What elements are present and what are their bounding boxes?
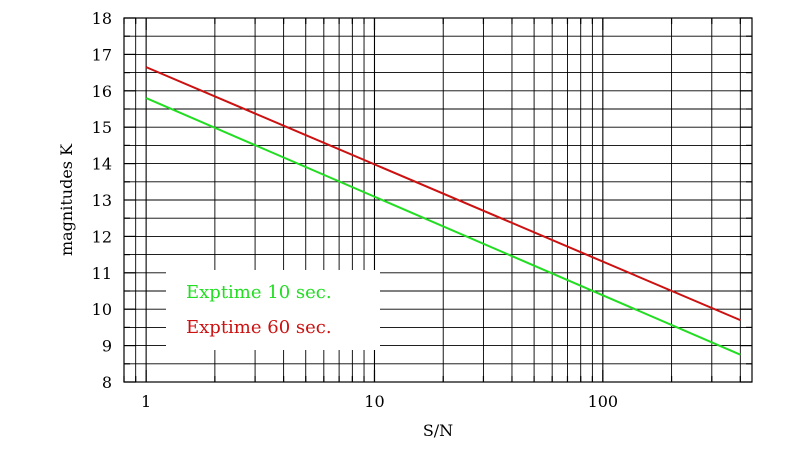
x-tick-label: 10 xyxy=(364,392,384,411)
legend-box xyxy=(166,270,380,350)
tick-labels: 8 9 10 11 12 13 14 15 16 17 18 1 10 100 xyxy=(92,9,618,411)
y-axis-label: magnitudes K xyxy=(57,143,76,256)
y-tick-label: 13 xyxy=(92,191,112,210)
legend: Exptime 10 sec. Exptime 60 sec. xyxy=(166,270,380,350)
legend-entry-series-2: Exptime 60 sec. xyxy=(186,317,332,338)
y-tick-label: 16 xyxy=(92,82,112,101)
y-tick-label: 17 xyxy=(92,45,112,64)
y-tick-label: 14 xyxy=(92,155,112,174)
y-tick-label: 12 xyxy=(92,227,112,246)
series-line-2 xyxy=(145,66,741,322)
axis-ticks xyxy=(123,17,752,383)
x-axis-label: S/N xyxy=(423,421,453,440)
y-tick-label: 9 xyxy=(102,337,112,356)
x-tick-label: 1 xyxy=(141,392,151,411)
x-tick-label: 100 xyxy=(588,392,619,411)
legend-entry-series-1: Exptime 10 sec. xyxy=(186,282,332,303)
y-tick-label: 11 xyxy=(92,264,112,283)
y-tick-label: 18 xyxy=(92,9,112,28)
y-tick-label: 15 xyxy=(92,118,112,137)
series-line-1 xyxy=(145,97,741,356)
series-lines xyxy=(145,66,741,356)
y-tick-label: 10 xyxy=(92,300,112,319)
y-tick-label: 8 xyxy=(102,373,112,392)
